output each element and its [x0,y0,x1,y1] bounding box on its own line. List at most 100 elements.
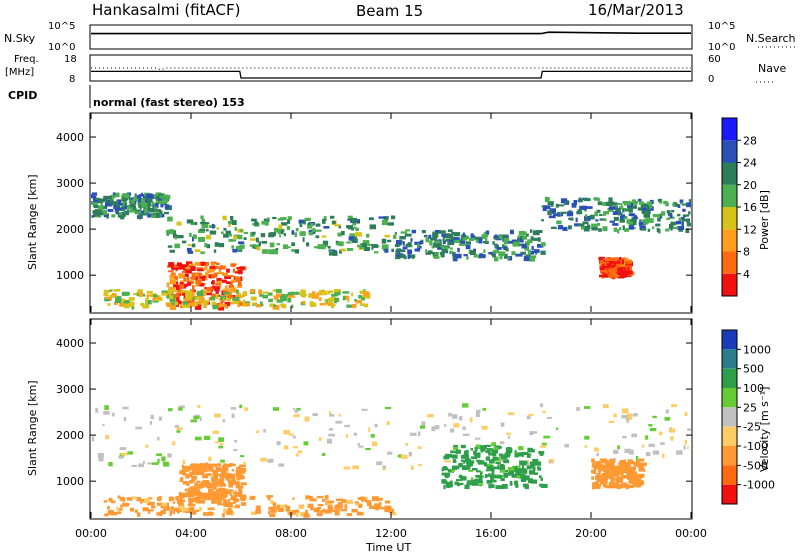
power-cell [105,201,112,207]
power-cell [407,242,412,247]
power-cell [593,197,600,201]
power-cell [238,293,241,296]
velocity-cell [223,489,227,495]
velocity-cell [500,422,505,427]
power-cell [91,215,94,218]
velocity-cell [623,466,630,471]
power-cell [585,216,588,220]
velocity-cell [215,441,220,444]
power-cell [581,205,587,211]
power-cell [206,287,212,292]
power-cell [492,252,496,258]
power-cell [196,275,200,279]
power-cell [319,289,324,295]
velocity-cell [623,459,626,464]
velocity-cell [521,468,527,474]
velocity-cell [316,495,324,499]
velocity-cell [628,449,634,455]
power-cell [599,218,607,221]
velocity-cell [196,497,200,503]
power-cell [163,211,169,215]
power-cell [568,225,572,230]
velocity-cell [408,452,412,457]
range-tick-label: 2000 [56,223,84,236]
power-cell [198,237,205,242]
power-cell [673,226,679,229]
velocity-cell [489,467,495,472]
velocity-cell [517,452,522,457]
velocity-cell [95,408,99,413]
velocity-cell [316,512,323,517]
power-cell [249,244,254,247]
velocity-cell [212,430,220,434]
velocity-cell [186,483,190,487]
power-cell [259,294,264,297]
freq-panel: Freq. [MHz] 18 8 60 0 Nave [5,54,786,85]
power-cell [327,298,334,303]
power-colorbar-swatch [722,140,737,163]
velocity-cell [104,405,109,410]
velocity-cell [207,465,212,469]
velocity-cell [189,479,194,484]
power-colorbar-swatch [722,162,737,185]
power-cell [628,207,633,213]
power-cell [240,229,243,233]
power-cell [295,228,299,232]
velocity-cell [384,509,392,513]
velocity-cell [463,460,466,464]
power-cell [229,282,233,287]
velocity-cell [507,447,512,452]
velocity-cell [530,465,535,469]
power-cell [391,215,396,220]
power-cell [625,265,629,268]
power-cell [357,244,363,248]
power-cell [275,293,282,298]
power-cell [285,246,291,249]
velocity-cell [105,435,109,440]
power-x-ticks [90,113,692,312]
velocity-cell [276,441,281,446]
velocity-cell [516,472,522,475]
power-cell [622,257,627,261]
power-cell [594,211,598,217]
power-cell [327,302,334,306]
velocity-cell [475,475,482,478]
power-cell [244,301,251,304]
power-cell [220,304,227,307]
velocity-cell [446,482,453,488]
power-cell [324,300,327,305]
velocity-cell [612,470,618,475]
velocity-cell [126,497,133,501]
power-cell [302,300,306,305]
power-cell [169,274,177,279]
velocity-cell [152,505,156,509]
power-cell [200,290,203,294]
velocity-cell [240,496,246,502]
power-cell [172,230,176,235]
power-cell [642,219,649,225]
velocity-cell [230,479,236,484]
velocity-cell [512,466,517,469]
power-cell [111,199,114,203]
power-cell [261,241,268,244]
power-cell [272,216,277,220]
velocity-cell [504,452,511,456]
power-cell [258,241,262,246]
velocity-cell [293,446,298,449]
power-cell [468,237,475,241]
power-cell [111,214,116,218]
power-cell [202,301,208,306]
velocity-cell [384,406,392,410]
power-cell [682,203,688,206]
power-cell [387,222,394,226]
power-cell [191,243,196,248]
nave-series-line [91,70,691,79]
velocity-cell [605,485,611,489]
velocity-cell [189,498,196,503]
power-cell [229,291,232,295]
velocity-cell [518,446,524,451]
velocity-cell [174,425,179,428]
velocity-cell [460,459,468,462]
velocity-cell [526,465,532,470]
power-cell [216,280,222,284]
